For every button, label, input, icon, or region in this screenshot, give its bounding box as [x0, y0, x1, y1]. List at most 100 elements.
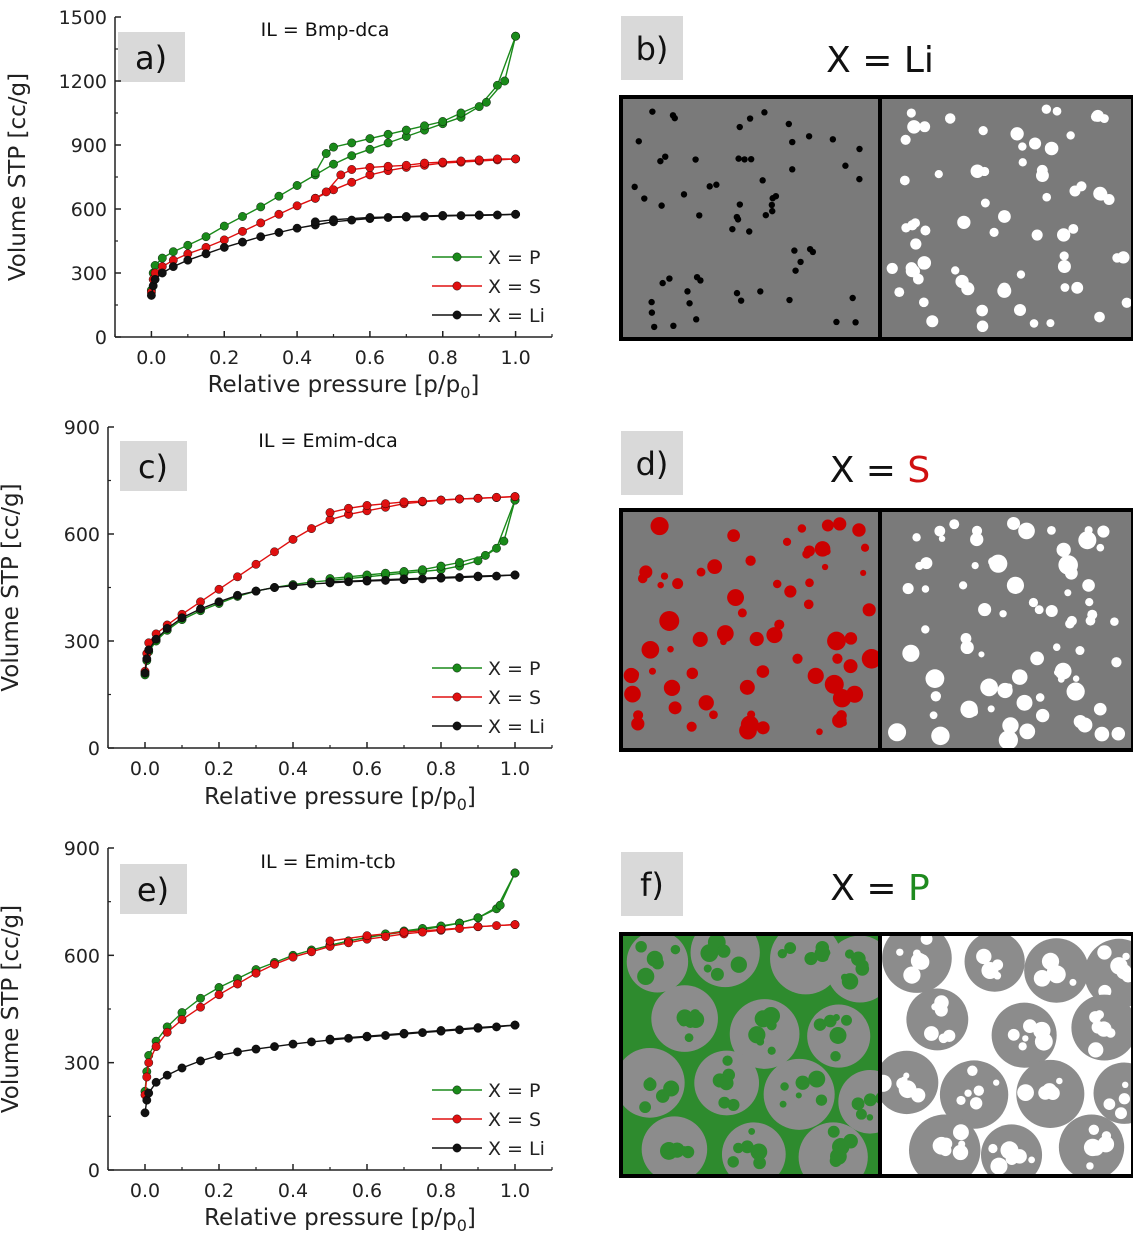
pore-dot — [631, 717, 645, 731]
legend-marker — [452, 1143, 462, 1153]
legend-label: X = P — [488, 1080, 540, 1102]
data-point — [381, 499, 390, 509]
legend-label: X = S — [488, 276, 541, 298]
particle-pore — [1069, 978, 1077, 986]
data-point — [438, 210, 448, 220]
particle-pore — [1122, 952, 1130, 961]
panel-label: a) — [135, 39, 167, 77]
pore-dot — [997, 283, 1012, 298]
data-point — [251, 968, 261, 978]
pore-dot — [624, 685, 641, 703]
panel-label-box — [120, 864, 187, 914]
particle-pore — [1018, 1042, 1027, 1051]
particle-pore — [635, 940, 647, 953]
data-point — [510, 920, 520, 929]
data-point — [144, 1088, 154, 1098]
data-point — [162, 624, 172, 633]
particle-pore — [986, 962, 994, 971]
data-point — [438, 117, 448, 126]
pore-dot — [769, 207, 776, 215]
pore-dot — [740, 715, 759, 734]
data-point — [383, 138, 393, 148]
particle-pore — [1000, 1141, 1019, 1160]
data-point — [455, 494, 464, 504]
pore-dot — [720, 638, 727, 646]
pore-dot — [737, 608, 747, 618]
pore-dot — [1016, 694, 1033, 711]
pore-dot — [803, 545, 815, 557]
particle-pore — [1052, 968, 1065, 982]
pore-dot — [1082, 579, 1095, 592]
particle-pore — [815, 1094, 828, 1106]
pore-dot — [756, 721, 770, 735]
pore-dot — [745, 555, 756, 566]
pore-dot — [949, 519, 960, 530]
pore-dot — [1006, 576, 1025, 594]
legend-marker — [452, 1085, 462, 1095]
pore-dot — [648, 298, 655, 306]
data-point — [270, 1042, 279, 1052]
pore-dot — [1054, 662, 1072, 680]
series-xli — [140, 1020, 520, 1118]
particle-pore — [680, 1146, 689, 1155]
pore-dot — [727, 589, 745, 607]
pore-dot — [733, 213, 741, 221]
pore-dot — [1091, 109, 1104, 122]
pore-dot — [931, 726, 950, 746]
pore-dot — [833, 517, 847, 531]
particle-pore — [952, 1144, 969, 1161]
pore-dot — [915, 561, 924, 571]
pore-dot — [1068, 223, 1079, 234]
data-point — [473, 1023, 483, 1032]
pore-dot — [921, 625, 930, 634]
pore-dot — [907, 120, 921, 134]
pore-dot — [772, 192, 780, 200]
data-point — [399, 574, 409, 584]
pore-dot — [821, 519, 834, 532]
pore-dot — [774, 619, 785, 630]
right-pores — [888, 516, 1126, 750]
data-point — [292, 201, 302, 211]
pore-dot — [894, 287, 905, 298]
pore-dot — [846, 685, 864, 703]
pore-dot — [925, 669, 945, 689]
y-tick-label: 300 — [64, 631, 100, 653]
pore-dot — [951, 266, 960, 275]
data-point — [511, 31, 520, 41]
pore-dot — [693, 316, 700, 323]
particle-pore — [931, 1003, 939, 1011]
particle-pore — [896, 948, 904, 956]
particle-pore — [863, 1093, 877, 1107]
data-point — [310, 193, 320, 203]
pore-dot — [667, 645, 674, 653]
data-point — [146, 290, 156, 300]
pore-dot — [1018, 522, 1035, 540]
particle-pore — [718, 1096, 731, 1109]
particle-pore — [651, 957, 664, 970]
pore-dot — [938, 535, 946, 542]
pore-dot — [1047, 525, 1056, 535]
data-point — [233, 979, 242, 989]
particle-pore — [988, 1143, 998, 1154]
particle-pore — [750, 1143, 768, 1161]
particle-pore — [855, 1108, 867, 1120]
legend-marker — [452, 310, 462, 320]
particle-pore — [973, 1085, 985, 1096]
data-point — [481, 97, 491, 107]
pore-dot — [736, 201, 744, 208]
y-axis-label: Volume STP [cc/g] — [0, 483, 24, 691]
data-point — [401, 212, 411, 221]
pore-dot — [1011, 669, 1028, 685]
x-tick-label: 0.2 — [209, 347, 239, 369]
pore-dot — [733, 289, 741, 297]
pore-dot — [988, 557, 998, 567]
chart-title: IL = Emim-tcb — [260, 851, 395, 873]
pore-dot — [756, 665, 770, 678]
pore-dot — [1064, 566, 1078, 580]
data-point — [456, 108, 466, 118]
data-point — [292, 181, 302, 190]
particle-pore — [703, 964, 712, 973]
series-xli — [146, 209, 520, 300]
particle-pore — [1101, 1131, 1112, 1141]
data-point — [365, 213, 375, 222]
